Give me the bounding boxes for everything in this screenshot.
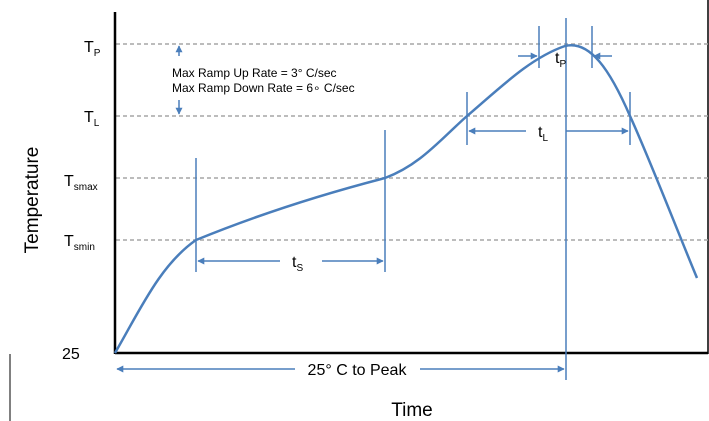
y-axis-title: Temperature — [22, 147, 43, 254]
tp-duration-label: tP — [555, 50, 566, 70]
to-peak-label: 25° C to Peak — [308, 362, 408, 379]
tsmin-level-label: Tsmin — [64, 233, 95, 253]
ts-duration-label: tS — [292, 254, 303, 274]
y-origin-label: 25 — [62, 346, 80, 363]
tl-level-label: TL — [84, 109, 100, 129]
tl-duration-label: tL — [538, 124, 548, 144]
ramp-down-annotation: Max Ramp Down Rate = 6∘ C/sec — [172, 81, 355, 95]
tsmax-level-label: Tsmax — [64, 173, 98, 193]
x-axis-title: Time — [391, 400, 433, 421]
ramp-up-annotation: Max Ramp Up Rate = 3° C/sec — [172, 66, 337, 80]
tp-level-label: TP — [84, 39, 101, 59]
